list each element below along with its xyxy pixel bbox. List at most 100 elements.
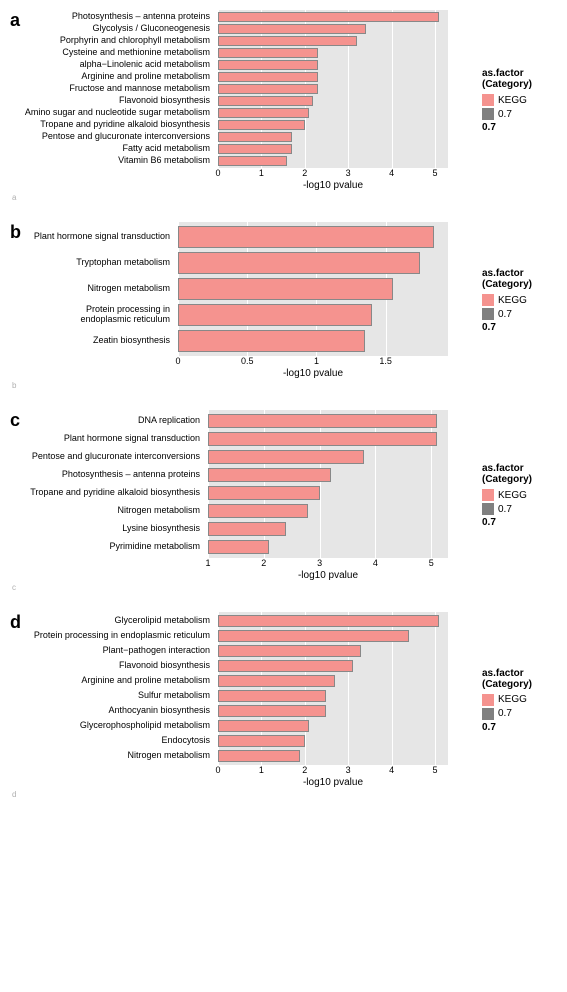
bar <box>208 522 286 536</box>
y-label: Photosynthesis – antenna proteins <box>24 12 214 22</box>
gridline <box>435 612 436 765</box>
panel-letter: b <box>10 222 21 243</box>
y-label: Photosynthesis – antenna proteins <box>24 470 204 480</box>
bar <box>208 414 437 428</box>
bar <box>218 60 318 70</box>
legend-extra: 0.7 <box>482 517 557 528</box>
bar <box>178 304 372 326</box>
legend-label: KEGG <box>498 694 527 705</box>
legend-item: KEGG <box>482 94 557 106</box>
legend-swatch <box>482 108 494 120</box>
legend-extra: 0.7 <box>482 722 557 733</box>
y-label: Plant hormone signal transduction <box>24 232 174 242</box>
bar <box>218 720 309 732</box>
x-tick: 5 <box>429 558 434 568</box>
y-label: Protein processing inendoplasmic reticul… <box>24 305 174 325</box>
y-label: Arginine and proline metabolism <box>24 72 214 82</box>
y-label: alpha−Linolenic acid metabolism <box>24 60 214 70</box>
legend-title: as.factor(Category) <box>482 68 557 90</box>
y-label: Anthocyanin biosynthesis <box>24 706 214 716</box>
x-axis: 12345 <box>208 558 448 570</box>
x-tick: 3 <box>346 765 351 775</box>
y-label: Protein processing in endoplasmic reticu… <box>24 631 214 641</box>
legend-label: 0.7 <box>498 708 512 719</box>
bar <box>218 120 305 130</box>
bar <box>218 690 326 702</box>
bar <box>218 675 335 687</box>
bar <box>208 486 320 500</box>
bar <box>218 630 409 642</box>
y-label: Fructose and mannose metabolism <box>24 84 214 94</box>
bar <box>208 504 308 518</box>
legend-swatch <box>482 94 494 106</box>
bar <box>218 24 366 34</box>
x-tick: 4 <box>373 558 378 568</box>
y-label: Nitrogen metabolism <box>24 506 204 516</box>
x-tick: 0 <box>215 168 220 178</box>
legend-label: 0.7 <box>498 309 512 320</box>
legend-title: as.factor(Category) <box>482 463 557 485</box>
bar <box>218 156 287 166</box>
legend-swatch <box>482 489 494 501</box>
x-axis-title: -log10 pvalue <box>178 368 448 379</box>
y-label: Tropane and pyridine alkaloid biosynthes… <box>24 488 204 498</box>
legend-label: KEGG <box>498 295 527 306</box>
x-axis-title: -log10 pvalue <box>218 180 448 191</box>
y-label: Plant−pathogen interaction <box>24 646 214 656</box>
bar <box>218 645 361 657</box>
bar <box>218 660 353 672</box>
y-label: Pyrimidine metabolism <box>24 542 204 552</box>
legend: as.factor(Category)KEGG0.70.7 <box>478 463 557 528</box>
panel-letter: c <box>10 410 20 431</box>
legend-swatch <box>482 708 494 720</box>
legend-swatch <box>482 294 494 306</box>
bar <box>218 735 305 747</box>
legend-label: 0.7 <box>498 109 512 120</box>
x-tick: 1.5 <box>379 356 392 366</box>
legend-item: 0.7 <box>482 308 557 320</box>
bar <box>208 540 269 554</box>
x-axis: 012345 <box>218 765 448 777</box>
y-label: Zeatin biosynthesis <box>24 336 174 346</box>
plot-area: Glycerolipid metabolismProtein processin… <box>218 612 448 765</box>
panel-footnote-letter: a <box>12 193 557 202</box>
legend-item: 0.7 <box>482 708 557 720</box>
bar <box>178 252 420 274</box>
bar <box>218 108 309 118</box>
legend-title: as.factor(Category) <box>482 668 557 690</box>
y-label: Plant hormone signal transduction <box>24 434 204 444</box>
y-label: Endocytosis <box>24 736 214 746</box>
legend: as.factor(Category) KEGG 0.7 0.7 <box>478 268 557 333</box>
panel-a: a Photosynthesis – antenna proteinsGlycol… <box>10 10 557 202</box>
x-axis-title: -log10 pvalue <box>218 777 448 788</box>
y-label: Glycerolipid metabolism <box>24 616 214 626</box>
bar <box>218 36 357 46</box>
chart-wrap: Glycerolipid metabolismProtein processin… <box>28 612 478 788</box>
x-tick: 0 <box>215 765 220 775</box>
x-tick: 4 <box>389 765 394 775</box>
legend-item: 0.7 <box>482 503 557 515</box>
bar <box>178 226 434 248</box>
x-tick: 2 <box>302 168 307 178</box>
x-tick: 2 <box>302 765 307 775</box>
legend-title: as.factor(Category) <box>482 268 557 290</box>
legend-swatch <box>482 694 494 706</box>
x-tick: 5 <box>432 168 437 178</box>
plot-area: DNA replicationPlant hormone signal tran… <box>208 410 448 558</box>
bar <box>218 144 292 154</box>
bar <box>208 450 364 464</box>
legend-item: 0.7 <box>482 108 557 120</box>
y-label: Glycerophospholipid metabolism <box>24 721 214 731</box>
legend-extra: 0.7 <box>482 322 557 333</box>
y-label: Cysteine and methionine metabolism <box>24 48 214 58</box>
panel-b: bPlant hormone signal transductionTrypto… <box>10 222 557 390</box>
y-label: Lysine biosynthesis <box>24 524 204 534</box>
panel-letter: a <box>10 10 20 31</box>
panel-footnote-letter: b <box>12 381 557 390</box>
legend-extra: 0.7 <box>482 122 557 133</box>
bar <box>218 705 326 717</box>
x-axis-title: -log10 pvalue <box>208 570 448 581</box>
panel-d: dGlycerolipid metabolismProtein processi… <box>10 612 557 799</box>
plot-area: Photosynthesis – antenna proteinsGlycoly… <box>218 10 448 168</box>
legend-swatch <box>482 503 494 515</box>
